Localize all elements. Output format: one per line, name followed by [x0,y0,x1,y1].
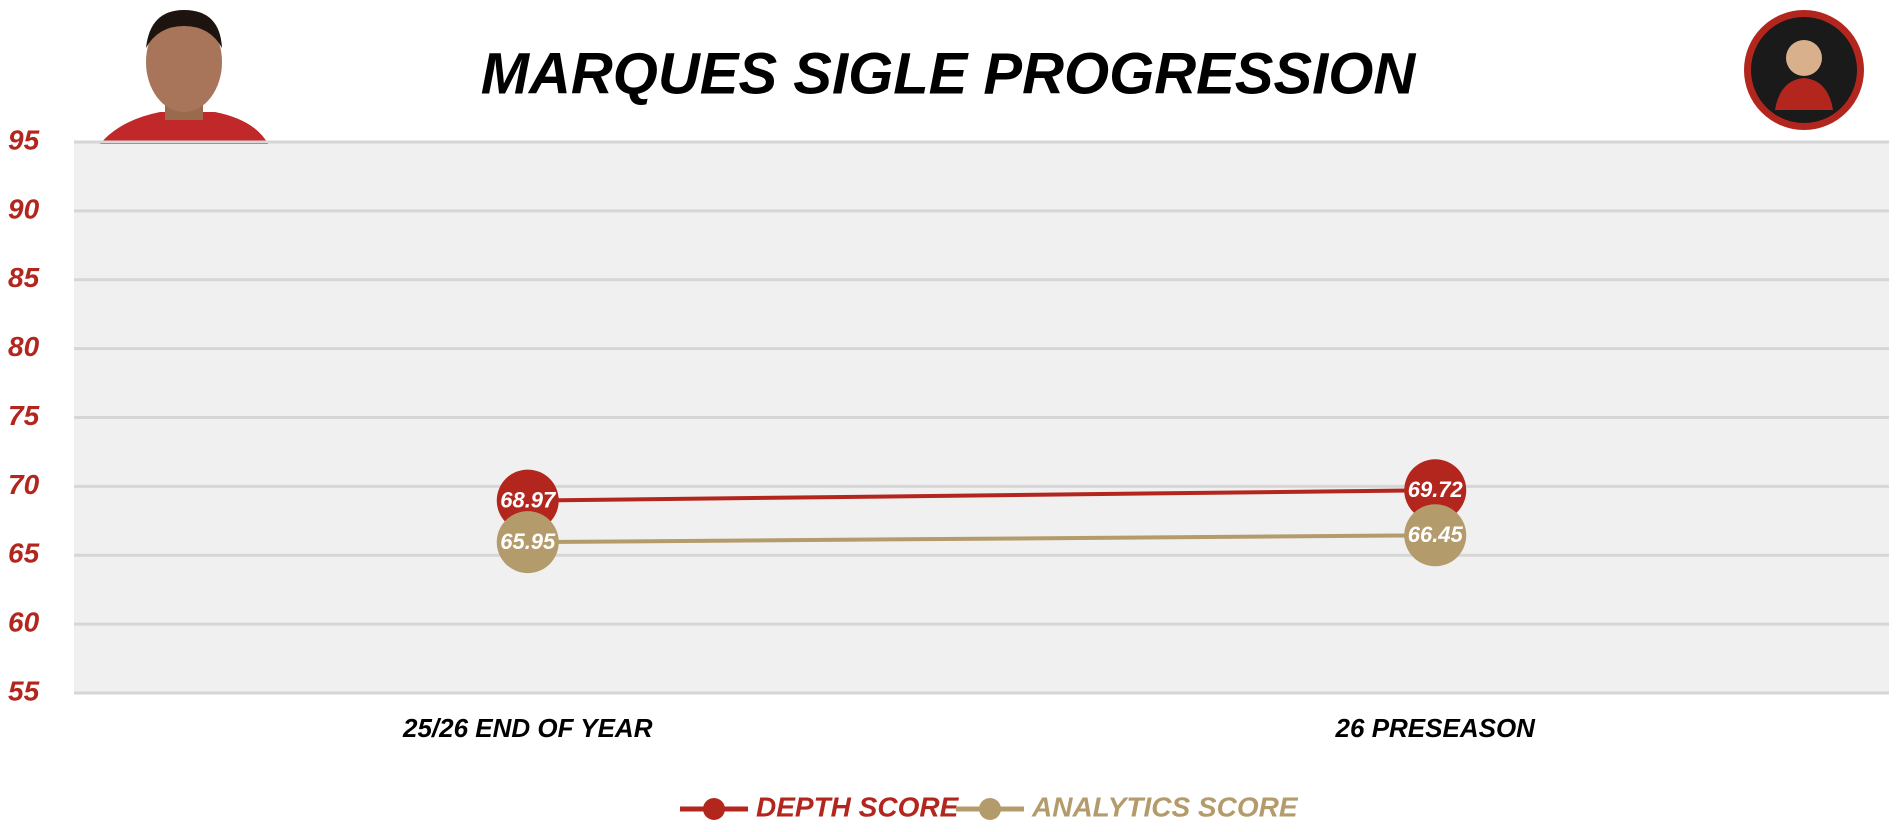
player-photo [100,10,268,144]
y-tick-label: 65 [8,538,40,569]
y-tick-label: 60 [8,607,40,638]
y-tick-label: 75 [8,400,40,431]
data-label: 68.97 [500,487,557,512]
y-tick-label: 85 [8,262,40,293]
y-tick-label: 80 [8,331,40,362]
team-logo [1744,10,1864,130]
legend-label: DEPTH SCORE [756,791,960,822]
x-tick-label: 25/26 END OF YEAR [402,713,653,743]
legend-marker [703,798,725,820]
data-label: 66.45 [1408,522,1464,547]
y-tick-label: 70 [8,469,40,500]
data-point [1404,459,1467,522]
legend-label: ANALYTICS SCORE [1031,791,1299,822]
data-label: 65.95 [500,529,556,554]
y-tick-label: 55 [8,675,40,706]
data-point [1404,504,1467,567]
y-tick-label: 95 [8,124,40,155]
series-line [527,533,1436,545]
y-tick-label: 90 [8,193,40,224]
x-tick-label: 26 PRESEASON [1335,713,1537,743]
data-point [496,511,559,574]
data-label: 69.72 [1408,477,1464,502]
legend-marker [979,798,1001,820]
chart-title: MARQUES SIGLE PROGRESSION [481,41,1417,106]
series-line [527,488,1436,503]
